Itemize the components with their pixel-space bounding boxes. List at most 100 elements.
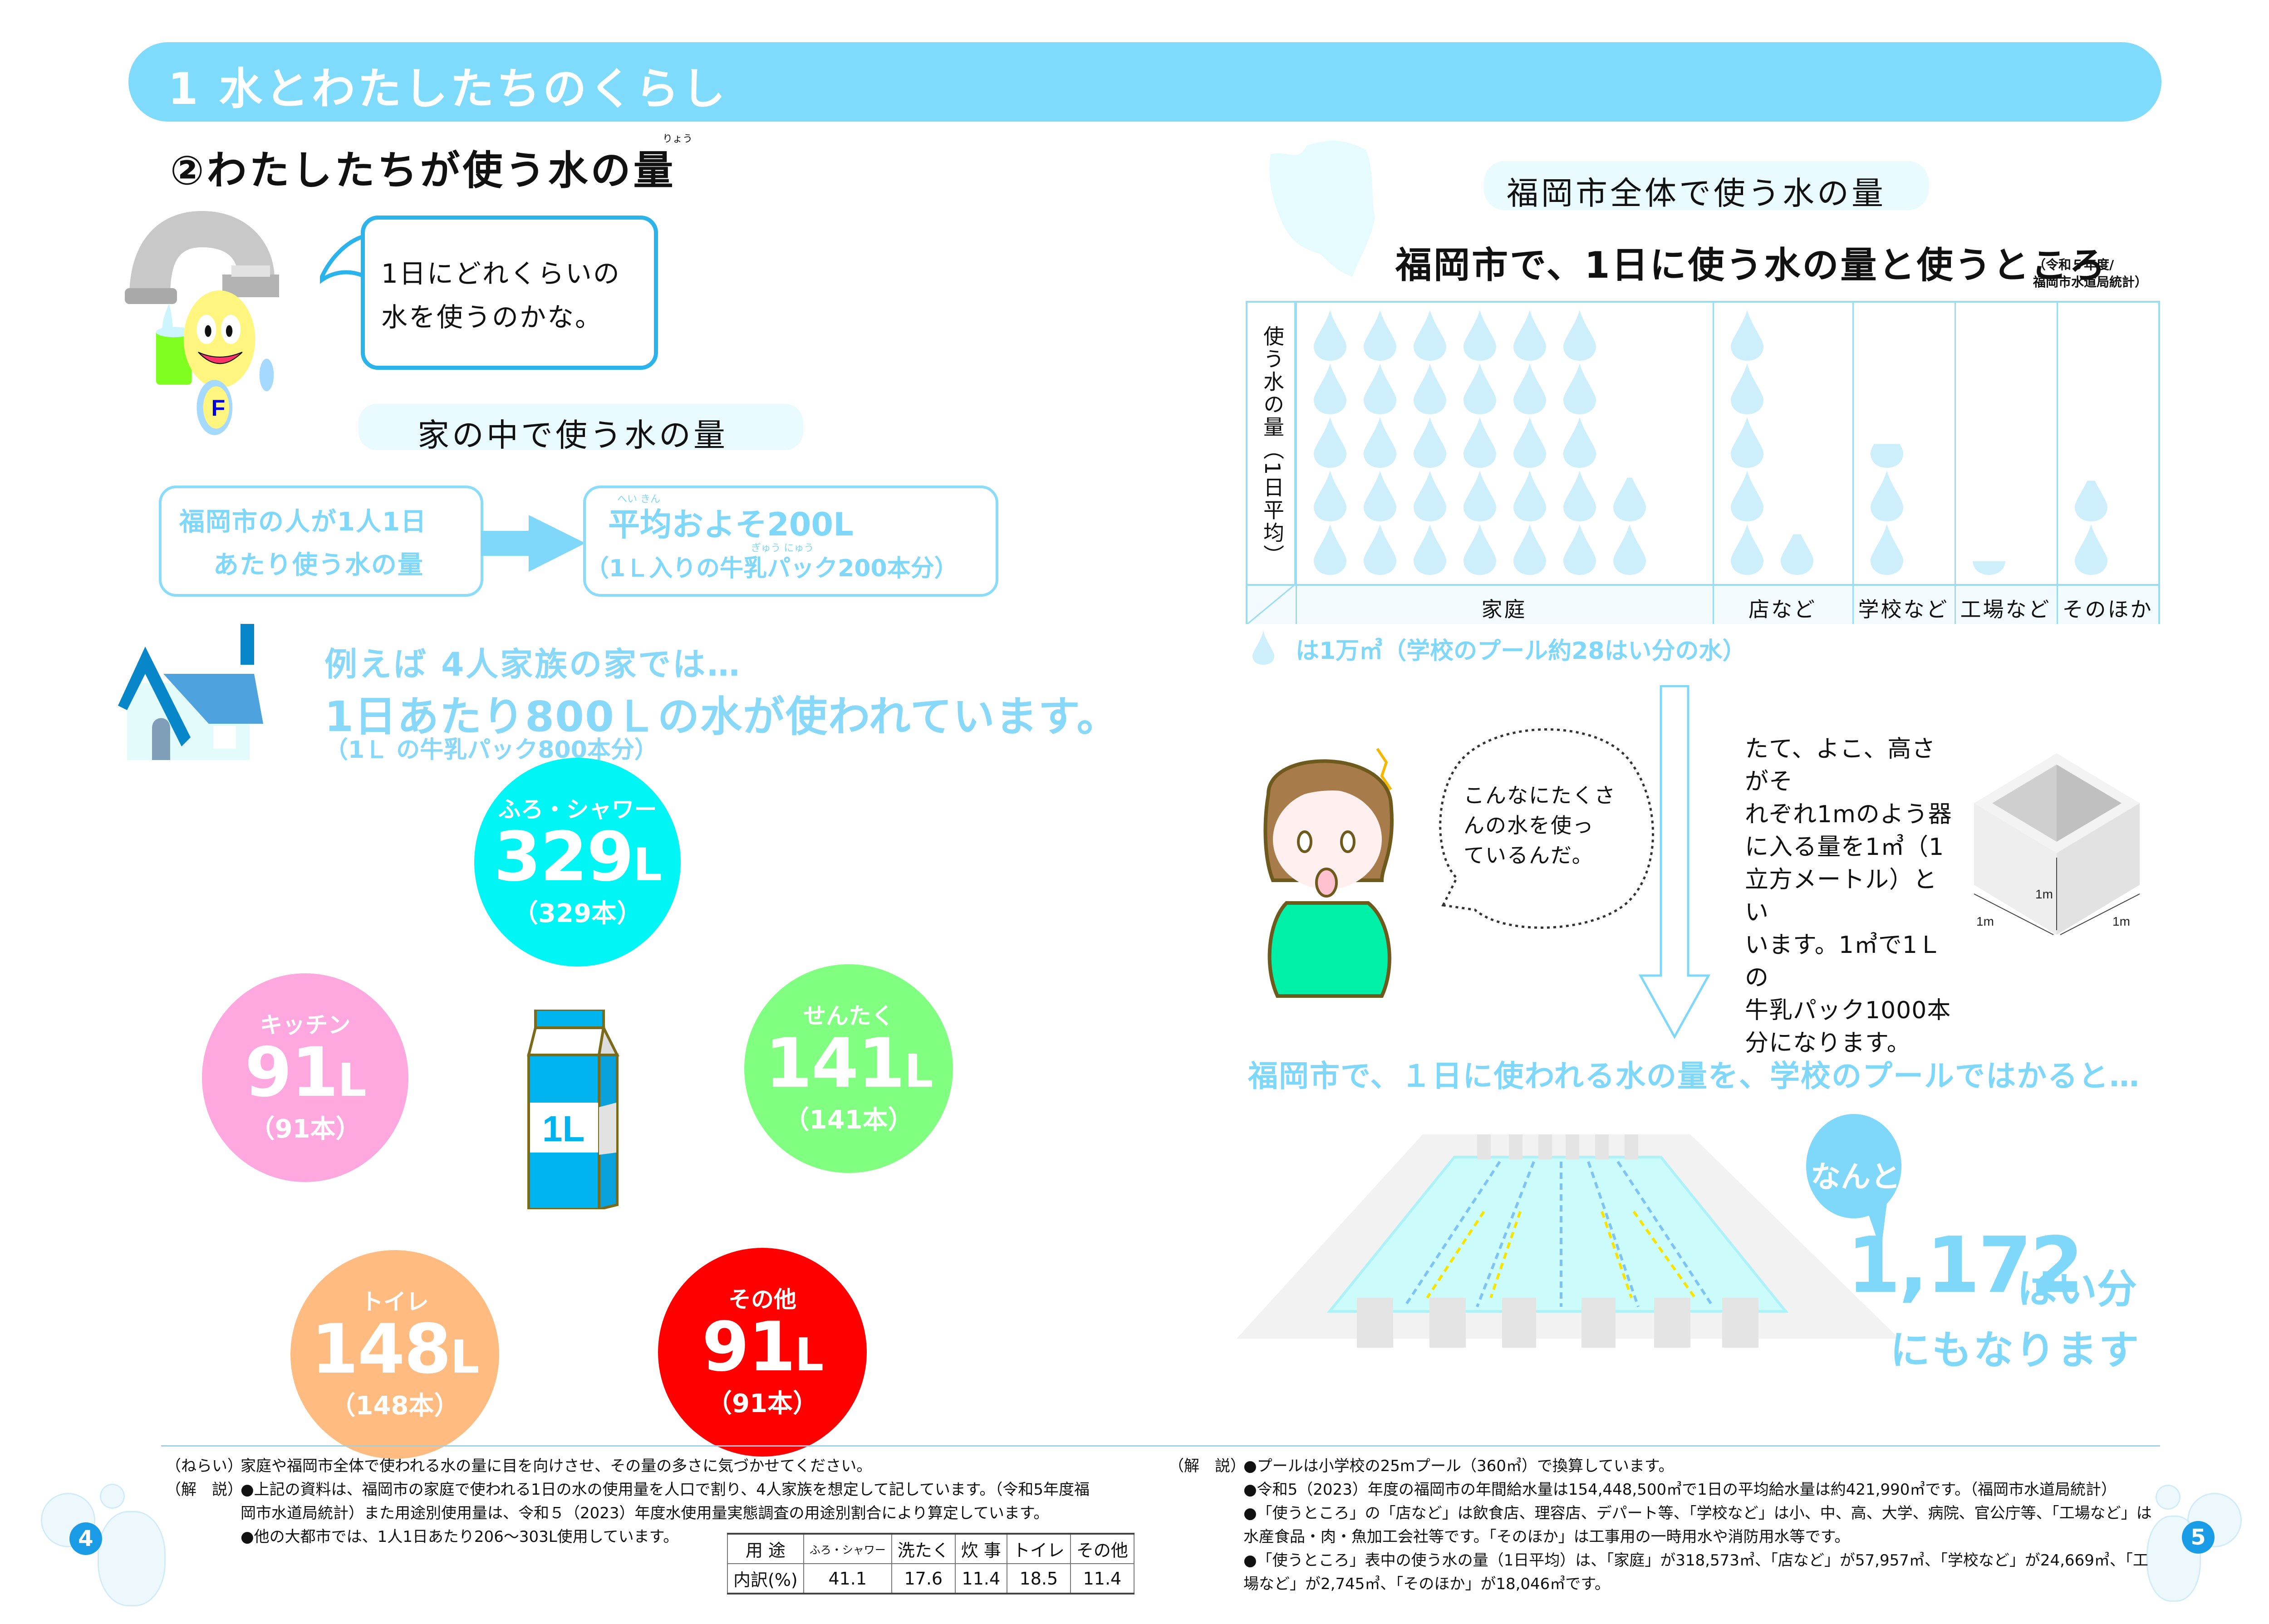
water-drop-icon: [1731, 524, 1763, 575]
pool-count-number: 1,172: [1847, 1221, 2084, 1310]
water-drop-icon: [2075, 481, 2107, 521]
usage-label: トイレ: [361, 1288, 429, 1315]
pool-count-suffix: にもなります: [1890, 1327, 2141, 1374]
girl-speech-text: こんなにたくさ んの水を使っ ているんだ。: [1464, 783, 1616, 868]
water-drop-icon: [1464, 471, 1496, 521]
usage-label: その他: [728, 1286, 796, 1313]
mascot-speech-text: 1日にどれくらいの 水を使うのかな。: [381, 258, 621, 333]
usage-value: 141L: [765, 1024, 933, 1103]
water-drop-icon: [1781, 534, 1813, 575]
swimming-pool-illustration: [1237, 1134, 1899, 1348]
usage-circle-kitchen: キッチン 91L （91本）: [202, 973, 408, 1182]
nanto-speech-bubble: [1806, 1114, 1901, 1250]
water-drop-icon: [1464, 363, 1496, 414]
usage-packs: （141本）: [784, 1105, 913, 1135]
water-drop-icon: [2075, 524, 2107, 575]
girl-speech-bubble: [1439, 728, 1654, 929]
water-drop-icon: [1871, 444, 1903, 468]
usage-label: せんたく: [803, 1002, 894, 1029]
usage-label: ふろ・シャワー: [498, 796, 657, 823]
chapter-header-bar: [128, 42, 2161, 122]
city-usage-heading-pill: [1484, 161, 1929, 210]
water-drop-icon: [1613, 477, 1646, 521]
usage-packs: （329本）: [513, 898, 642, 928]
water-drop-icon: [1314, 363, 1346, 414]
usage-value: 148L: [311, 1310, 480, 1389]
water-drop-icon: [1513, 471, 1546, 521]
chart-source: （令和５年度/ 福岡市水道局統計）: [2033, 257, 2148, 289]
water-drop-icon: [1563, 417, 1596, 468]
usage-circle-laundry: せんたく 141L （141本）: [744, 964, 953, 1173]
explain-bullet: ●「使うところ」の「店など」は飲食店、理容店、デパート等、「学校など」は小、中、…: [1243, 1504, 2152, 1546]
average-ruby: へい きん: [617, 494, 660, 505]
usage-label: キッチン: [260, 1011, 351, 1038]
mascot-speech-bubble: [361, 216, 658, 370]
water-drop-icon: [1513, 310, 1546, 361]
water-drop-icon: [1252, 631, 1274, 665]
water-drop-icon: [1414, 417, 1446, 468]
water-drop-icon: [1731, 471, 1763, 521]
water-drop-icon: [1414, 310, 1446, 361]
right-arrow-icon: [481, 515, 585, 572]
example-800-packs-text: （1Ｌ の牛乳パック800本分）: [324, 736, 658, 764]
down-arrow-icon: [1638, 685, 1711, 1039]
usage-value: 91L: [702, 1307, 824, 1387]
house-icon: [118, 624, 263, 760]
water-bubble-decoration: [41, 1493, 95, 1547]
usage-circle-toilet: トイレ 148L （148本）: [290, 1250, 499, 1459]
chart-title: 福岡市で、1日に使う水の量と使うところ: [1395, 244, 2107, 286]
water-usage-chart: 使う水の量（1日平均） 家庭 店など 学校など 工場など そのほか: [1246, 301, 2160, 624]
x-axis-row: [1247, 584, 2158, 624]
water-drop-icon: [1464, 524, 1496, 575]
water-drop-icon: [1364, 471, 1396, 521]
svg-text:F: F: [211, 395, 226, 421]
home-usage-heading-pill: [359, 404, 803, 450]
usage-circle-other: その他 91L （91本）: [658, 1248, 867, 1457]
usage-circle-bath: ふろ・シャワー 329L （329本）: [474, 758, 681, 967]
explain-bullet: ●上記の資料は、福岡市の家庭で使われる1日の水の使用量を人口で割り、4人家族を想…: [241, 1481, 1090, 1522]
water-drop-icon: [1314, 310, 1346, 361]
water-bubble-decoration: [2156, 1485, 2181, 1510]
x-label-factories: 工場など: [1960, 597, 2051, 622]
footer-divider: [161, 1445, 2160, 1447]
water-drop-icon: [1414, 363, 1446, 414]
aim-text: 家庭や福岡市全体で使われる水の量に目を向けさせ、その量の多さに気づかせてください…: [241, 1457, 872, 1475]
water-drop-icon: [1464, 310, 1496, 361]
water-drop-icon: [1731, 417, 1763, 468]
water-drop-icon: [1563, 524, 1596, 575]
water-drop-icon: [1364, 310, 1396, 361]
water-drop-icon: [1414, 471, 1446, 521]
mascot-character-icon: F: [156, 290, 274, 435]
usage-value: 329L: [494, 817, 662, 897]
x-label-schools: 学校など: [1858, 597, 1949, 622]
water-drop-icon: [1364, 417, 1396, 468]
water-drop-icon: [1513, 363, 1546, 414]
usage-value: 91L: [245, 1033, 366, 1112]
surprised-girl-icon: [1263, 748, 1394, 998]
water-drop-icon: [1563, 310, 1596, 361]
water-drop-icon: [1563, 363, 1596, 414]
water-drop-icon: [1314, 524, 1346, 575]
usage-breakdown-table: 用 途 ふろ・シャワー 洗たく 炊 事 トイレ その他 内訳(%) 41.1 1…: [727, 1533, 1134, 1595]
water-drop-icon: [1563, 471, 1596, 521]
per-person-line2: あたり使う水の量: [213, 550, 424, 580]
milk-ruby: ぎゅう にゅう: [751, 543, 814, 554]
explain-bullet: ●他の大都市では、1人1日あたり206〜303L使用しています。: [241, 1528, 679, 1546]
faucet-icon: [125, 211, 279, 304]
nanto-text: なんと: [1811, 1159, 1901, 1194]
home-usage-heading: 家の中で使う水の量: [417, 417, 728, 454]
example-family-text: 例えば 4人家族の家では…: [324, 645, 742, 683]
y-axis-cell: 使う水の量（1日平均）: [1247, 303, 1296, 584]
water-bubble-decoration: [100, 1484, 125, 1509]
water-drop-icon: [1364, 524, 1396, 575]
average-box: [583, 486, 998, 597]
water-drop-icon: [1513, 524, 1546, 575]
per-person-box: [159, 486, 483, 597]
water-drop-icon: [1973, 561, 2005, 575]
water-drop-icon: [1364, 363, 1396, 414]
chapter-title: 1 水とわたしたちのくらし: [168, 64, 728, 114]
page-number-right: 5: [2182, 1521, 2215, 1554]
fukuoka-map-silhouette: [1269, 141, 1375, 277]
x-label-home: 家庭: [1481, 597, 1527, 622]
water-drop-icon: [1513, 417, 1546, 468]
